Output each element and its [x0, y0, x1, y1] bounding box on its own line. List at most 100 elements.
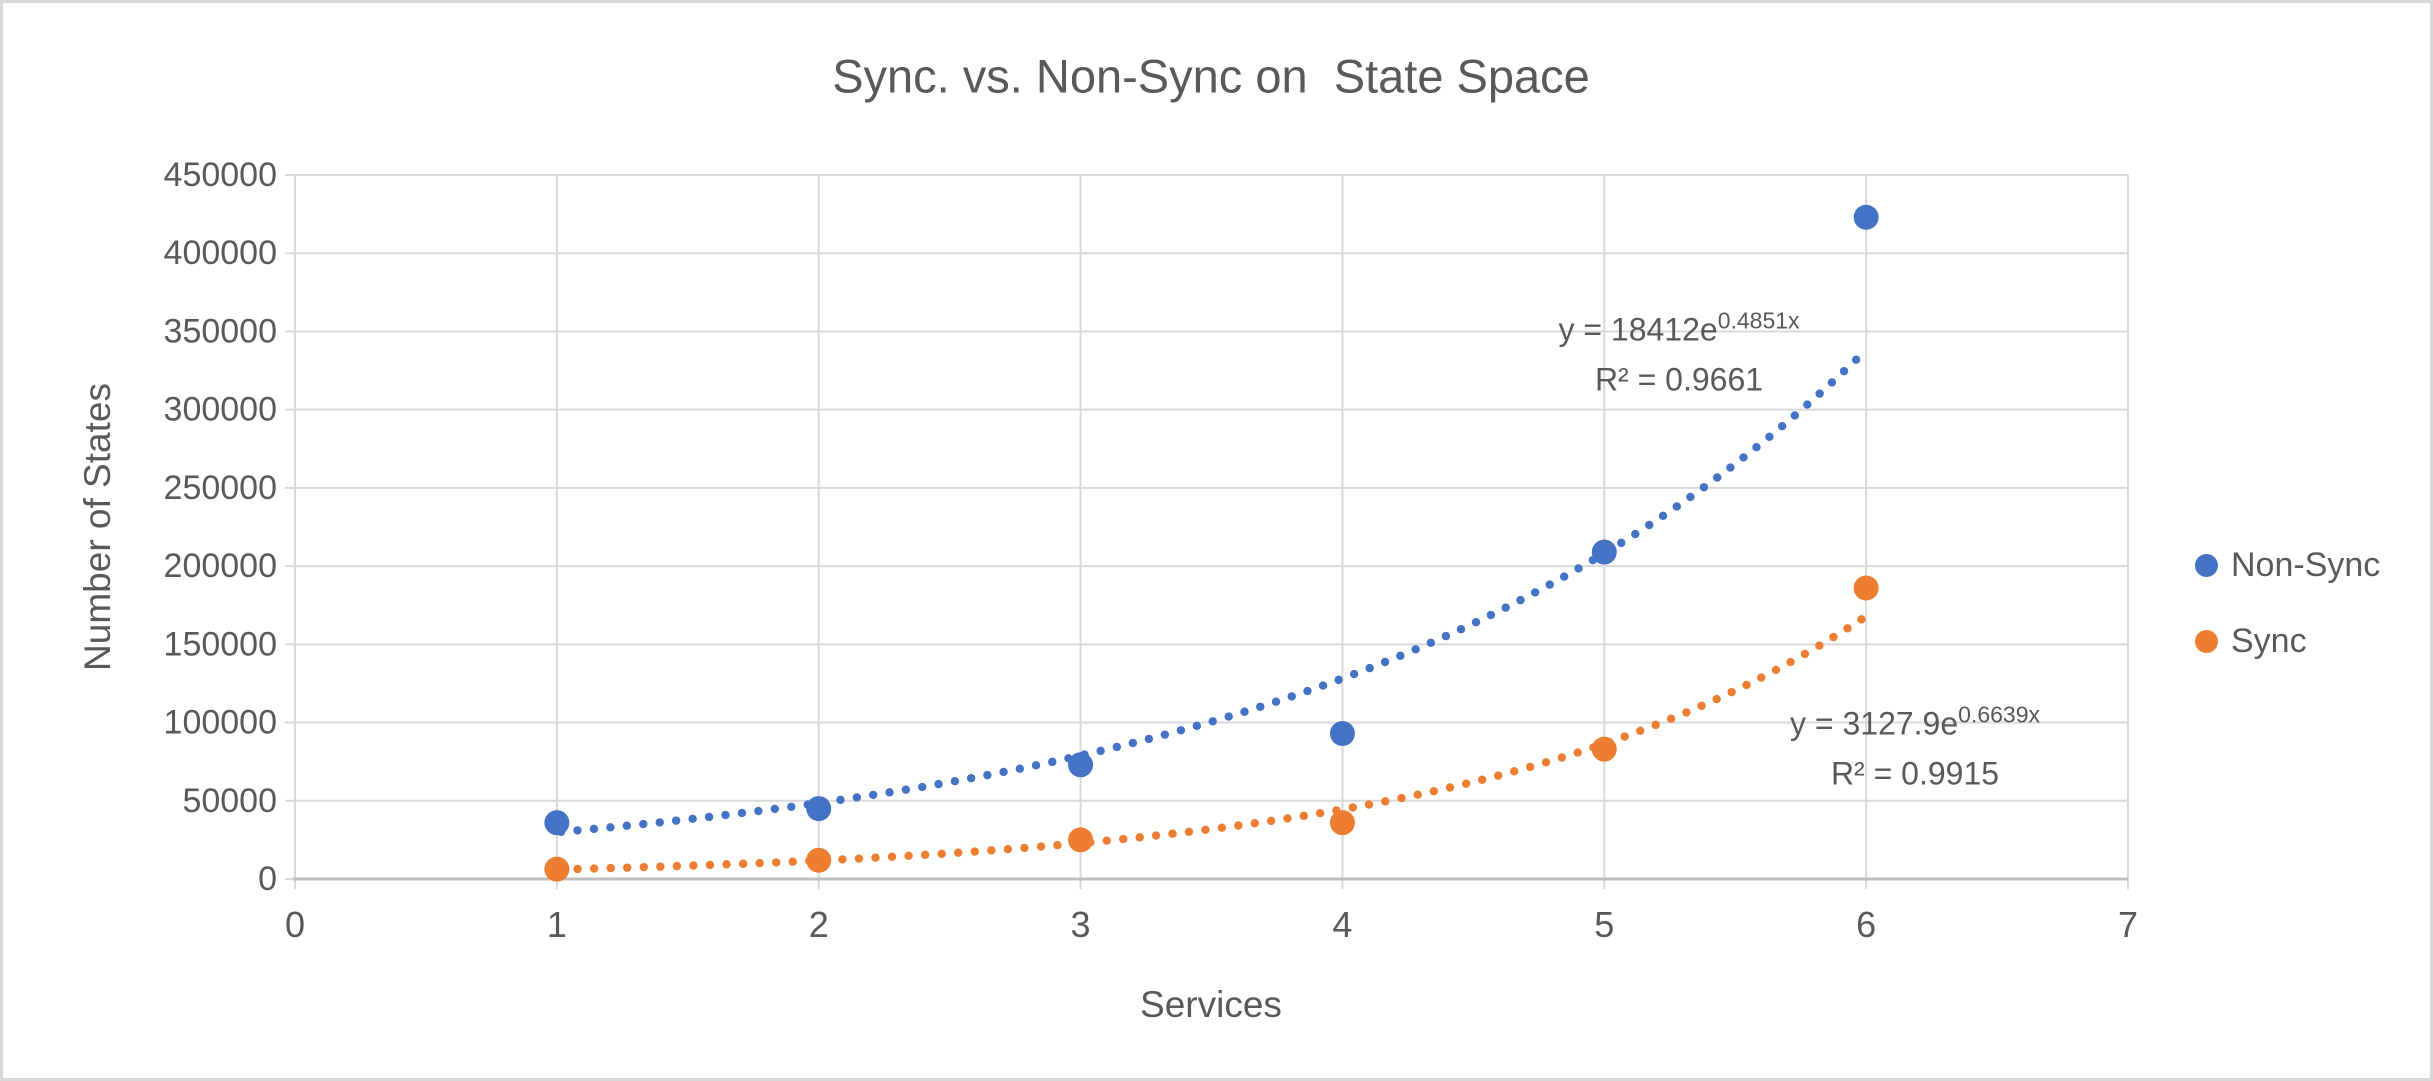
equation-base-sync: y = 3127.9e	[1790, 705, 1959, 742]
trendline-dot-sync	[1201, 825, 1210, 834]
trendline-dot-non-sync	[671, 816, 681, 825]
trendline-dot-non-sync	[1765, 432, 1774, 441]
trendline-dot-non-sync	[836, 795, 845, 805]
trendline-dot-sync	[1429, 786, 1439, 796]
trendline-dot-sync	[1636, 726, 1645, 736]
trendline-dot-sync	[1843, 624, 1852, 633]
trendline-dot-sync	[1053, 840, 1062, 850]
trendline-dot-non-sync	[1501, 603, 1510, 612]
trendline-dot-non-sync	[1851, 355, 1861, 364]
trendline-dot-non-sync	[1208, 717, 1217, 726]
trendline-dot-non-sync	[1471, 617, 1481, 627]
trendline-dot-non-sync	[1365, 663, 1374, 673]
y-tick-label: 200000	[164, 547, 277, 585]
legend: Non-Sync Sync	[2195, 546, 2380, 699]
trendline-dot-non-sync	[1096, 746, 1105, 756]
trendline-dot-non-sync	[721, 810, 730, 820]
trendline-dot-non-sync	[1486, 610, 1496, 620]
trendline-dot-sync	[1682, 708, 1691, 717]
trendline-dot-non-sync	[950, 776, 960, 786]
trendline-dot-sync	[1742, 680, 1751, 690]
trendline-dot-sync	[871, 853, 880, 862]
chart-title: Sync. vs. Non-Sync on State Space	[832, 49, 1590, 103]
x-tick-label: 5	[1594, 904, 1614, 945]
trendline-dot-non-sync	[1334, 675, 1343, 685]
trendline-dot-non-sync	[1827, 378, 1837, 387]
trendline-dot-non-sync	[1349, 669, 1359, 679]
trendline-dot-sync	[656, 862, 665, 871]
trendline-equation-non-sync: y = 18412e0.4851x R² = 0.9661	[1558, 296, 1799, 405]
y-tick-label: 300000	[164, 391, 277, 429]
y-tick-label: 100000	[164, 704, 277, 742]
trendline-dot-non-sync	[1303, 686, 1312, 696]
trendline-dot-sync	[689, 861, 698, 870]
trendline-dot-sync	[606, 863, 615, 873]
trendline-dot-non-sync	[1015, 764, 1025, 773]
trendline-dot-non-sync	[1777, 421, 1787, 431]
trendline-dot-sync	[1168, 829, 1177, 838]
trendline-dot-non-sync	[934, 779, 943, 789]
trendline-dot-non-sync	[1672, 502, 1681, 511]
trendline-dot-non-sync	[704, 812, 714, 822]
equation-base-non-sync: y = 18412e	[1558, 311, 1718, 348]
legend-item-non-sync: Non-Sync	[2195, 546, 2380, 584]
trendline-dot-non-sync	[1031, 761, 1041, 770]
trendline-dot-non-sync	[868, 790, 878, 800]
x-axis-title: Services	[1140, 984, 1282, 1025]
trendline-dot-non-sync	[966, 774, 976, 783]
trendline-dot-sync	[1620, 732, 1629, 741]
trendline-dot-non-sync	[1240, 707, 1249, 716]
trendline-dot-sync	[771, 858, 781, 867]
trendline-dot-non-sync	[1160, 730, 1170, 739]
y-tick-label: 400000	[164, 234, 277, 272]
trendline-dot-sync	[672, 861, 682, 871]
trendline-dot-non-sync	[1617, 538, 1626, 548]
trendline-dot-non-sync	[622, 821, 632, 830]
trendline-dot-non-sync	[606, 823, 615, 832]
trendline-dot-sync	[705, 860, 715, 870]
trendline-dot-non-sync	[639, 819, 648, 829]
trendline-dot-non-sync	[737, 808, 747, 818]
trendline-dot-sync	[1445, 783, 1455, 792]
trendline-dot-sync	[1493, 771, 1503, 780]
legend-marker-non-sync-icon	[2195, 553, 2218, 577]
trendline-dot-sync	[1381, 797, 1390, 806]
trendline-dot-sync	[1829, 632, 1838, 642]
trendline-dot-non-sync	[1128, 738, 1138, 748]
trendline-dot-sync	[573, 864, 582, 874]
trendline-dot-sync	[623, 863, 632, 872]
trendline-dot-sync	[1525, 762, 1535, 772]
y-axis-title: Number of States	[77, 383, 118, 671]
trendline-dot-non-sync	[1318, 681, 1328, 690]
trendline-equation-sync: y = 3127.9e0.6639x R² = 0.9915	[1790, 690, 2040, 799]
trendline-dot-sync	[1234, 821, 1243, 830]
trendline-dot-sync	[987, 846, 996, 855]
y-tick-label: 350000	[164, 312, 277, 350]
trendline-dot-sync	[1151, 831, 1161, 840]
trendline-dot-sync	[1250, 819, 1259, 828]
trendline-dot-non-sync	[1224, 712, 1233, 721]
trendline-dot-non-sync	[983, 770, 992, 780]
trendline-dot-sync	[1557, 753, 1567, 762]
trendline-dot-non-sync	[1739, 453, 1748, 462]
y-tick-label: 0	[258, 860, 277, 898]
x-tick-label: 3	[1071, 904, 1091, 945]
trendline-dot-sync	[1119, 834, 1128, 844]
trendline-dot-non-sync	[1256, 702, 1265, 711]
trendline-dot-sync	[1413, 790, 1422, 799]
trendline-dot-non-sync	[1396, 651, 1405, 660]
trendline-dot-sync	[1266, 816, 1276, 826]
trendline-dot-non-sync	[1712, 473, 1722, 482]
x-tick-label: 4	[1332, 904, 1352, 945]
trendline-dot-non-sync	[918, 782, 927, 792]
trendline-dot-non-sync	[787, 802, 796, 811]
trendline-dot-sync	[589, 864, 599, 873]
trendline-dot-non-sync	[1726, 463, 1735, 472]
trendline-dot-sync	[1727, 687, 1736, 697]
trendline-dot-sync	[1757, 673, 1766, 682]
trendline-formula-sync: y = 3127.9e0.6639x	[1790, 690, 2040, 749]
trendline-formula-non-sync: y = 18412e0.4851x	[1558, 296, 1799, 355]
trendline-dot-non-sync	[999, 767, 1008, 777]
data-point-non-sync	[1329, 721, 1355, 747]
trendline-dot-sync	[1461, 779, 1471, 788]
